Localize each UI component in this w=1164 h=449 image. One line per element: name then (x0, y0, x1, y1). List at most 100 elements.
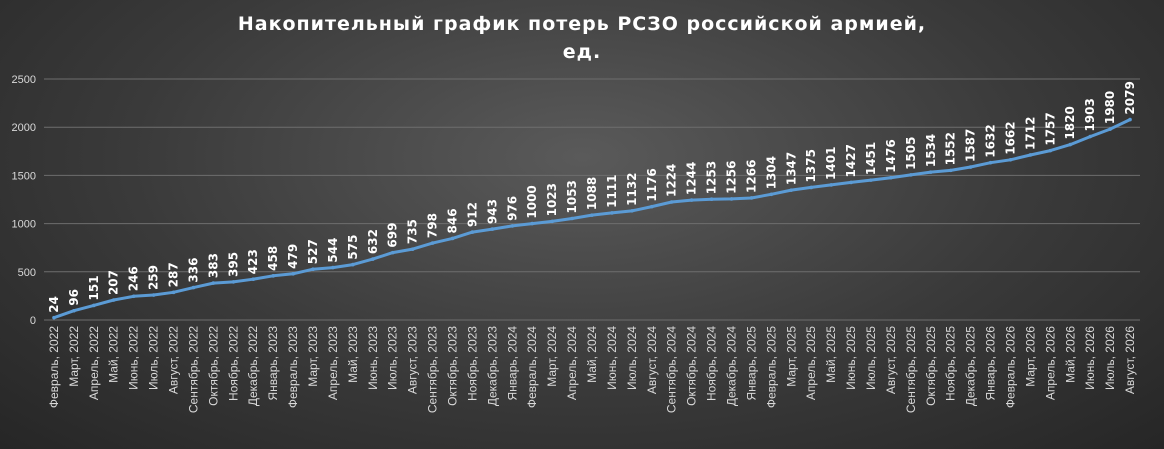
x-tick-label-15: Май, 2023 (346, 326, 360, 383)
data-point-27 (590, 213, 594, 217)
data-label-50: 1757 (1043, 112, 1057, 145)
data-point-4 (131, 294, 136, 299)
data-point-17 (390, 250, 395, 255)
data-label-8: 383 (206, 253, 220, 278)
x-tick-label-45: Ноябрь, 2025 (944, 326, 958, 401)
x-tick-label-23: Январь, 2024 (505, 326, 519, 401)
data-label-52: 1903 (1083, 98, 1097, 131)
x-tick-label-19: Сентябрь, 2023 (426, 326, 440, 413)
data-label-38: 1375 (804, 149, 818, 182)
data-point-33 (709, 197, 714, 202)
x-tick-label-18: Август, 2023 (406, 326, 420, 394)
data-label-33: 1253 (705, 161, 719, 194)
data-label-36: 1304 (764, 156, 778, 189)
x-tick-label-50: Апрель, 2026 (1043, 326, 1057, 400)
data-label-7: 336 (186, 258, 200, 283)
data-label-12: 479 (286, 244, 300, 269)
x-tick-label-12: Февраль, 2023 (286, 326, 300, 408)
data-label-46: 1587 (964, 129, 978, 162)
x-tick-label-13: Март, 2023 (306, 326, 320, 387)
data-point-8 (211, 281, 216, 285)
x-tick-label-7: Сентябрь, 2022 (186, 326, 200, 413)
x-tick-label-27: Май, 2024 (585, 326, 599, 383)
data-label-19: 798 (426, 213, 440, 238)
x-tick-label-37: Март, 2025 (784, 326, 798, 387)
data-label-43: 1505 (904, 137, 918, 170)
data-label-24: 1000 (525, 185, 539, 218)
data-point-10 (251, 277, 256, 282)
data-label-17: 699 (386, 223, 400, 248)
data-point-40 (849, 180, 853, 185)
x-tick-label-41: Июль, 2025 (864, 326, 878, 390)
data-label-21: 912 (465, 202, 479, 227)
x-tick-label-20: Октябрь, 2023 (446, 326, 460, 406)
x-tick-label-5: Июль, 2022 (147, 326, 161, 390)
data-point-42 (889, 175, 893, 180)
x-tick-label-11: Январь, 2023 (266, 326, 280, 401)
data-point-32 (689, 198, 694, 202)
data-point-52 (1088, 134, 1092, 139)
data-point-50 (1048, 148, 1053, 153)
y-tick-label-0: 0 (30, 315, 36, 327)
data-point-31 (669, 200, 674, 204)
data-label-49: 1712 (1023, 117, 1037, 150)
data-label-22: 943 (485, 199, 499, 224)
x-tick-label-22: Декабрь, 2023 (485, 326, 499, 406)
data-point-9 (231, 280, 236, 284)
data-point-45 (948, 168, 953, 173)
data-label-18: 735 (406, 219, 420, 244)
data-label-47: 1632 (984, 124, 998, 157)
data-point-12 (291, 272, 295, 276)
data-label-3: 207 (107, 270, 121, 295)
data-label-53: 1980 (1103, 91, 1117, 124)
x-tick-label-39: Май, 2025 (824, 326, 838, 383)
data-label-25: 1023 (545, 183, 559, 216)
x-tick-label-25: Март, 2024 (545, 326, 559, 387)
data-point-13 (311, 267, 315, 271)
data-point-51 (1068, 142, 1073, 147)
data-label-23: 976 (505, 196, 519, 221)
data-point-11 (271, 274, 275, 278)
data-point-25 (550, 219, 554, 224)
data-point-39 (829, 183, 833, 187)
x-tick-label-47: Январь, 2026 (984, 326, 998, 401)
y-tick-label-5: 2500 (12, 74, 36, 86)
data-label-28: 1111 (605, 174, 619, 207)
x-tick-label-36: Февраль, 2025 (764, 326, 778, 408)
data-label-29: 1132 (625, 172, 639, 205)
x-tick-label-21: Ноябрь, 2023 (465, 326, 479, 401)
data-label-42: 1476 (884, 139, 898, 172)
data-label-37: 1347 (784, 152, 798, 185)
data-point-1 (72, 308, 76, 313)
x-tick-label-1: Март, 2022 (67, 326, 81, 387)
x-tick-label-3: Май, 2022 (107, 326, 121, 383)
y-tick-label-4: 2000 (12, 122, 36, 134)
data-point-5 (151, 293, 156, 297)
data-label-34: 1256 (724, 161, 738, 194)
data-point-54 (1128, 117, 1132, 122)
data-point-35 (749, 196, 754, 200)
data-label-32: 1244 (685, 162, 699, 195)
data-point-49 (1028, 153, 1033, 157)
data-point-41 (869, 178, 873, 182)
data-label-45: 1552 (944, 132, 958, 165)
data-point-19 (430, 241, 435, 245)
data-label-35: 1266 (744, 160, 758, 193)
y-tick-label-3: 1500 (12, 170, 36, 182)
data-label-15: 575 (346, 235, 360, 260)
data-label-2: 151 (87, 275, 101, 300)
data-point-48 (1008, 157, 1013, 162)
x-tick-label-16: Июнь, 2023 (366, 326, 380, 390)
x-tick-label-9: Ноябрь, 2022 (226, 326, 240, 401)
x-tick-label-29: Июль, 2024 (625, 326, 639, 390)
data-point-29 (630, 209, 634, 213)
x-tick-label-46: Декабрь, 2025 (964, 326, 978, 406)
x-tick-label-14: Апрель, 2023 (326, 326, 340, 400)
data-label-9: 395 (226, 252, 240, 277)
data-point-18 (410, 247, 415, 251)
data-label-54: 2079 (1123, 81, 1137, 114)
data-point-24 (530, 221, 535, 226)
data-point-43 (909, 173, 913, 177)
